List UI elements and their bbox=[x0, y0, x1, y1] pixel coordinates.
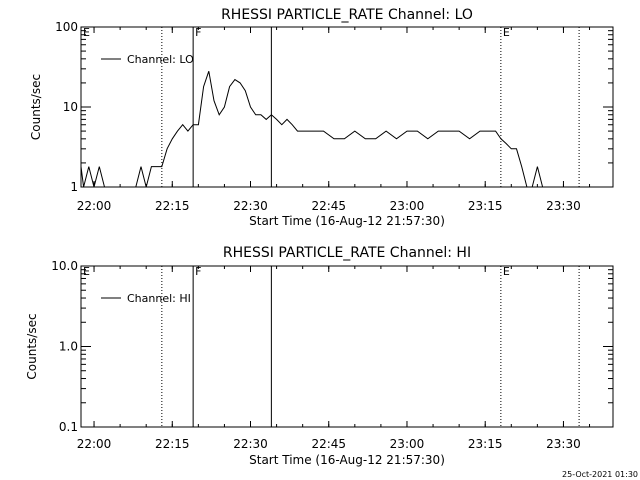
y-tick-label: 1 bbox=[70, 180, 78, 194]
plot-frame bbox=[80, 265, 614, 428]
legend-label: Channel: LO bbox=[127, 53, 194, 66]
x-axis-label: Start Time (16-Aug-12 21:57:30) bbox=[249, 453, 445, 467]
chart-panel-0: RHESSI PARTICLE_RATE Channel: LO 22:00 22:… bbox=[29, 7, 614, 228]
event-marker-label: F bbox=[195, 26, 201, 39]
x-tick-label: 22:45 bbox=[311, 437, 346, 451]
x-tick-label: 23:15 bbox=[468, 437, 503, 451]
x-tick-label: 22:15 bbox=[155, 437, 190, 451]
x-tick-label: 22:00 bbox=[77, 437, 112, 451]
x-tick-label: 22:00 bbox=[77, 199, 112, 213]
y-axis-label: Counts/sec bbox=[25, 313, 39, 379]
event-marker-label: E bbox=[503, 265, 510, 278]
event-marker-label: F bbox=[195, 265, 201, 278]
event-marker-label: E bbox=[83, 26, 90, 39]
y-tick-label: 0.1 bbox=[59, 420, 78, 434]
chart-title: RHESSI PARTICLE_RATE Channel: LO bbox=[221, 7, 473, 23]
y-axis-label: Counts/sec bbox=[29, 74, 43, 140]
legend-label: Channel: HI bbox=[127, 292, 191, 305]
footer-timestamp: 25-Oct-2021 01:30 bbox=[562, 470, 638, 479]
x-axis-label: Start Time (16-Aug-12 21:57:30) bbox=[249, 214, 445, 228]
y-tick-label: 10.0 bbox=[51, 259, 78, 273]
x-tick-label: 22:30 bbox=[233, 437, 268, 451]
y-tick-label: 1.0 bbox=[59, 340, 78, 354]
x-tick-label: 23:30 bbox=[546, 437, 581, 451]
plot-frame bbox=[80, 26, 614, 188]
x-tick-label: 23:00 bbox=[390, 437, 425, 451]
y-tick-label: 100 bbox=[55, 20, 78, 34]
x-tick-label: 23:15 bbox=[468, 199, 503, 213]
series-line bbox=[80, 71, 553, 188]
x-tick-label: 22:45 bbox=[311, 199, 346, 213]
event-marker-label: E bbox=[503, 26, 510, 39]
x-tick-label: 23:30 bbox=[546, 199, 581, 213]
chart-panel-1: RHESSI PARTICLE_RATE Channel: HI 22:00 22:… bbox=[25, 245, 614, 467]
y-tick-label: 10 bbox=[63, 100, 78, 114]
x-tick-label: 22:15 bbox=[155, 199, 190, 213]
event-marker-label: E bbox=[83, 265, 90, 278]
x-tick-label: 23:00 bbox=[390, 199, 425, 213]
x-tick-label: 22:30 bbox=[233, 199, 268, 213]
chart-title: RHESSI PARTICLE_RATE Channel: HI bbox=[223, 245, 471, 261]
